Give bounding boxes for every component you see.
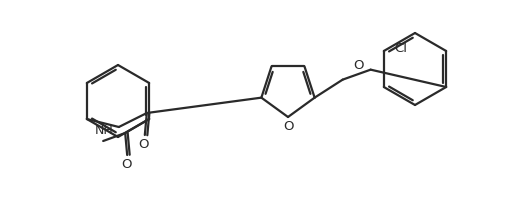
Text: O: O <box>284 120 294 133</box>
Text: O: O <box>138 137 149 151</box>
Text: O: O <box>121 157 131 171</box>
Text: Cl: Cl <box>394 42 407 55</box>
Text: O: O <box>354 59 364 72</box>
Text: NH: NH <box>94 124 113 137</box>
